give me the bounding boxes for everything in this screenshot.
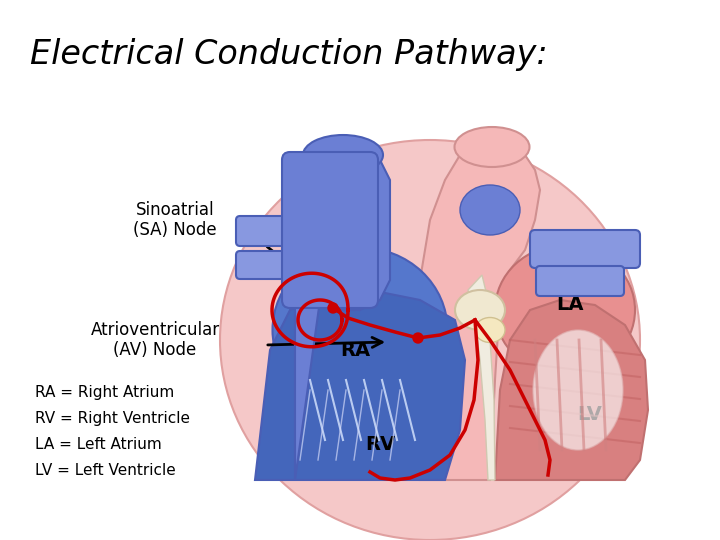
Ellipse shape: [460, 185, 520, 235]
Ellipse shape: [454, 127, 529, 167]
Circle shape: [413, 333, 423, 343]
Text: RV: RV: [365, 435, 395, 455]
Text: LV = Left Ventricle: LV = Left Ventricle: [35, 463, 176, 478]
Polygon shape: [468, 275, 495, 480]
FancyBboxPatch shape: [282, 152, 378, 308]
FancyBboxPatch shape: [236, 251, 304, 279]
Text: RA = Right Atrium: RA = Right Atrium: [35, 385, 174, 400]
Ellipse shape: [272, 247, 448, 413]
Text: LA: LA: [557, 295, 584, 314]
Text: LV: LV: [577, 406, 603, 424]
Polygon shape: [495, 300, 648, 480]
Text: RV = Right Ventricle: RV = Right Ventricle: [35, 411, 190, 426]
Text: Sinoatrial
(SA) Node: Sinoatrial (SA) Node: [133, 200, 217, 239]
Polygon shape: [415, 145, 540, 480]
Ellipse shape: [495, 245, 635, 375]
Circle shape: [328, 303, 338, 313]
Text: RA: RA: [340, 341, 370, 360]
Ellipse shape: [220, 140, 640, 540]
Ellipse shape: [455, 290, 505, 330]
FancyBboxPatch shape: [236, 216, 309, 246]
Polygon shape: [255, 290, 465, 480]
Polygon shape: [295, 150, 390, 480]
Ellipse shape: [533, 330, 623, 450]
Text: LA = Left Atrium: LA = Left Atrium: [35, 437, 162, 452]
FancyBboxPatch shape: [530, 230, 640, 268]
Text: Atrioventricular
(AV) Node: Atrioventricular (AV) Node: [91, 321, 220, 360]
FancyBboxPatch shape: [536, 266, 624, 296]
Text: Electrical Conduction Pathway:: Electrical Conduction Pathway:: [30, 38, 548, 71]
Ellipse shape: [475, 318, 505, 342]
Ellipse shape: [303, 135, 383, 175]
